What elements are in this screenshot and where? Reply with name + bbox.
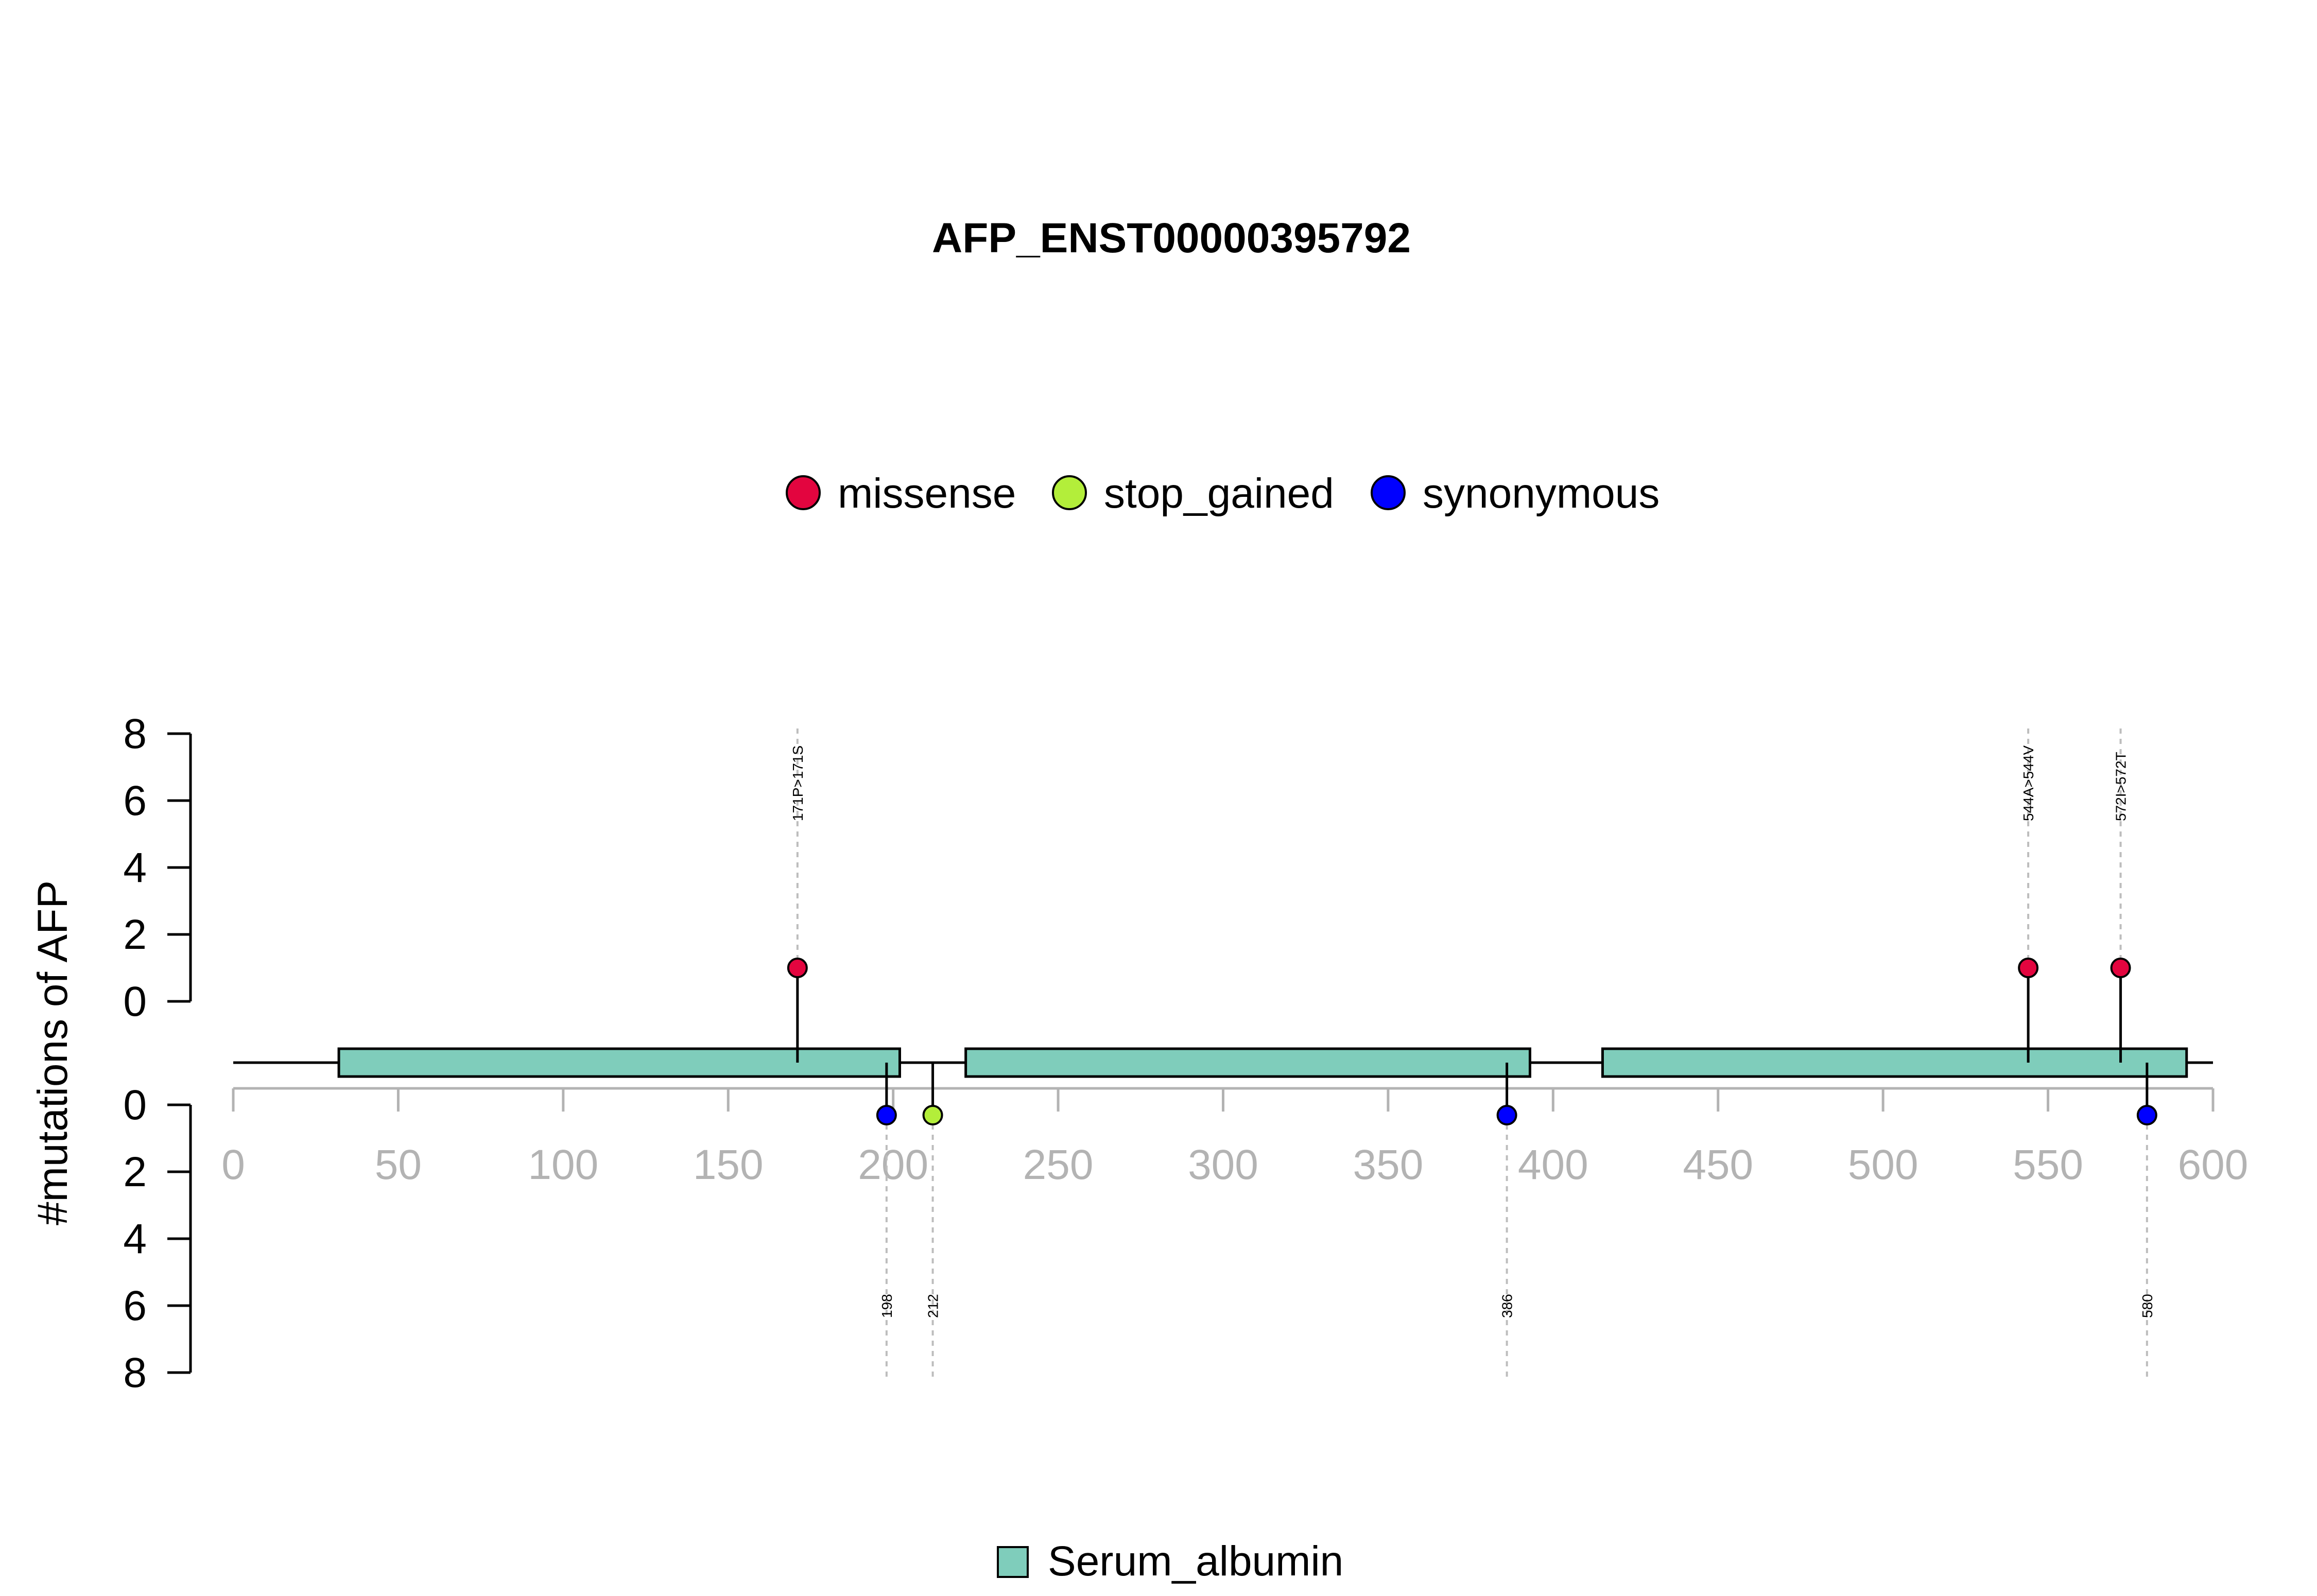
legend-marker-missense bbox=[786, 475, 821, 510]
upper-y-tick-label-8: 8 bbox=[123, 710, 147, 757]
domain-legend: Serum_albumin bbox=[997, 1538, 1343, 1585]
mutation-lollipops: 171P>171S 544A>544V 572I>572T 198 212 386 580 bbox=[787, 728, 2157, 1378]
legend-label-stop_gained: stop_gained bbox=[1104, 470, 1334, 517]
legend-label-missense: missense bbox=[838, 470, 1016, 517]
x-tick-label-400: 400 bbox=[1518, 1141, 1588, 1188]
mutation-label-580: 580 bbox=[2139, 1294, 2155, 1318]
upper-y-tick-label-2: 2 bbox=[123, 911, 147, 958]
lower-y-tick-label-6: 6 bbox=[123, 1282, 147, 1329]
legend-marker-stop_gained bbox=[1052, 475, 1087, 510]
upper-y-tick-label-0: 0 bbox=[123, 978, 147, 1025]
mutation-label-572: 572I>572T bbox=[2113, 752, 2129, 821]
lollipop-heads: 171P>171S 544A>544V 572I>572T 198 212 386 580 bbox=[787, 745, 2157, 1318]
x-tick-label-100: 100 bbox=[528, 1141, 598, 1188]
domain-box-1 bbox=[337, 1047, 901, 1078]
upper-y-tick-label-6: 6 bbox=[123, 777, 147, 824]
legend-label-synonymous: synonymous bbox=[1423, 470, 1659, 517]
domain-legend-label: Serum_albumin bbox=[1048, 1538, 1343, 1585]
x-tick-label-250: 250 bbox=[1023, 1141, 1094, 1188]
x-axis: 0 50 100 150 200 250 300 350 400 450 500 550 600 bbox=[221, 1087, 2249, 1188]
lower-y-tick-label-8: 8 bbox=[123, 1349, 147, 1396]
x-tick-label-0: 0 bbox=[221, 1141, 245, 1188]
mutation-point-572 bbox=[2110, 958, 2131, 978]
upper-y-tick-label-4: 4 bbox=[123, 844, 147, 891]
chart-title: AFP_ENST00000395792 bbox=[932, 215, 1411, 262]
y-axes: 0 0 2 2 4 4 6 6 8 8 bbox=[123, 710, 192, 1396]
domain-legend-swatch bbox=[997, 1546, 1029, 1578]
mutation-point-386 bbox=[1496, 1105, 1517, 1125]
mutation-label-544: 544A>544V bbox=[2020, 745, 2036, 821]
mutation-label-386: 386 bbox=[1499, 1294, 1515, 1318]
y-axis-label: #mutations of AFP bbox=[29, 880, 76, 1225]
x-tick-label-550: 550 bbox=[2013, 1141, 2083, 1188]
mutation-point-198 bbox=[876, 1105, 897, 1125]
x-tick-label-150: 150 bbox=[693, 1141, 764, 1188]
domain-box-3 bbox=[1601, 1047, 2188, 1078]
protein-backbone bbox=[233, 1047, 2213, 1078]
mutation-label-198: 198 bbox=[879, 1294, 895, 1318]
x-tick-label-500: 500 bbox=[1848, 1141, 1918, 1188]
x-tick-label-50: 50 bbox=[375, 1141, 422, 1188]
legend-marker-synonymous bbox=[1371, 475, 1406, 510]
x-tick-label-450: 450 bbox=[1683, 1141, 1753, 1188]
mutation-point-212 bbox=[922, 1105, 943, 1125]
lower-y-tick-label-2: 2 bbox=[123, 1149, 147, 1195]
mutation-point-580 bbox=[2136, 1105, 2157, 1125]
x-tick-label-300: 300 bbox=[1188, 1141, 1258, 1188]
x-tick-label-350: 350 bbox=[1353, 1141, 1424, 1188]
mutation-point-171 bbox=[787, 958, 808, 978]
x-tick-label-600: 600 bbox=[2178, 1141, 2249, 1188]
mutation-label-171: 171P>171S bbox=[790, 745, 806, 821]
x-tick-label-200: 200 bbox=[858, 1141, 928, 1188]
mutation-label-212: 212 bbox=[925, 1294, 941, 1318]
lower-y-tick-label-0: 0 bbox=[123, 1082, 147, 1129]
domain-box-2 bbox=[964, 1047, 1531, 1078]
mutation-point-544 bbox=[2018, 958, 2039, 978]
lower-y-tick-label-4: 4 bbox=[123, 1216, 147, 1262]
mutation-legend: missense stop_gained synonymous bbox=[786, 470, 1659, 517]
